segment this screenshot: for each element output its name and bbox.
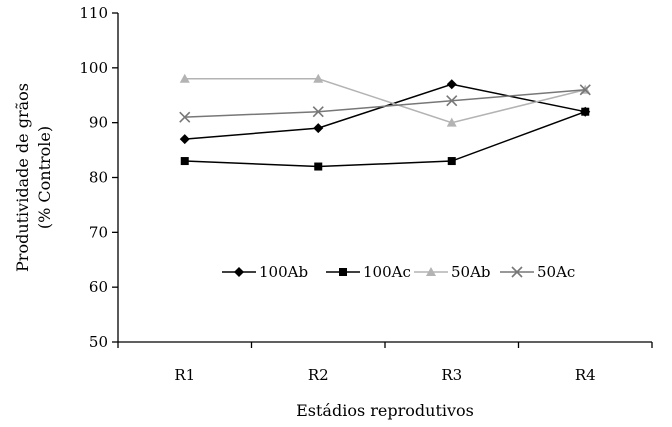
- marker-stroke: [312, 106, 324, 118]
- y-tick-label: 100: [79, 59, 108, 77]
- x-tick-label: R1: [174, 366, 195, 384]
- legend-label: 100Ac: [363, 263, 411, 281]
- x-tick-label: R3: [441, 366, 462, 384]
- y-tick-label: 50: [89, 333, 108, 351]
- y-tick-label: 110: [79, 4, 108, 22]
- series-line: [184, 89, 586, 118]
- legend-marker: [339, 268, 347, 276]
- x-axis-label: Estádios reprodutivos: [296, 401, 474, 420]
- x-ticks: R1 R2 R3 R4: [117, 342, 653, 384]
- y-axis-label-line-2: (% Controle): [35, 126, 54, 229]
- marker-stroke: [579, 84, 591, 96]
- data-point: [579, 84, 591, 96]
- data-point: [180, 157, 189, 166]
- legend-marker: [234, 267, 244, 277]
- legend: 100Ab 100Ac 50Ab 50Ac: [222, 263, 575, 281]
- data-point: [179, 73, 190, 83]
- data-point: [314, 162, 323, 171]
- y-tick-label: 60: [89, 278, 108, 296]
- y-tick-label: 80: [89, 169, 108, 187]
- data-point: [581, 107, 590, 116]
- legend-label: 50Ab: [451, 263, 491, 281]
- legend-item: 100Ab: [222, 263, 308, 281]
- legend-item: 100Ac: [326, 263, 411, 281]
- x-tick-label: R2: [308, 366, 329, 384]
- y-tick-label: 70: [89, 223, 108, 241]
- data-point: [446, 79, 457, 90]
- marker-stroke: [511, 266, 523, 278]
- y-ticks: 50 60 70 80 90 100 110: [79, 4, 118, 351]
- series-100Ac: [180, 107, 590, 171]
- marker-stroke: [179, 111, 191, 123]
- data-point: [447, 157, 456, 166]
- data-point: [446, 117, 457, 127]
- legend-marker: [426, 267, 436, 276]
- legend-marker: [511, 266, 523, 278]
- legend-item: 50Ac: [500, 263, 575, 281]
- legend-item: 50Ab: [414, 263, 491, 281]
- axes: [117, 13, 652, 343]
- series-layer: [179, 73, 591, 171]
- y-axis-label-line-1: Produtividade de grãos: [13, 83, 32, 272]
- legend-label: 100Ab: [259, 263, 308, 281]
- x-tick-label: R4: [575, 366, 596, 384]
- y-tick-label: 90: [89, 114, 108, 132]
- series-line: [184, 78, 586, 124]
- series-50Ac: [179, 84, 591, 123]
- data-point: [179, 111, 191, 123]
- data-point: [313, 73, 324, 83]
- data-point: [446, 95, 458, 107]
- series-100Ab: [179, 79, 591, 145]
- data-point: [179, 134, 190, 145]
- series-line: [184, 110, 586, 168]
- data-point: [313, 123, 324, 134]
- marker-stroke: [446, 95, 458, 107]
- legend-label: 50Ac: [537, 263, 575, 281]
- data-point: [312, 106, 324, 118]
- series-line: [184, 83, 586, 140]
